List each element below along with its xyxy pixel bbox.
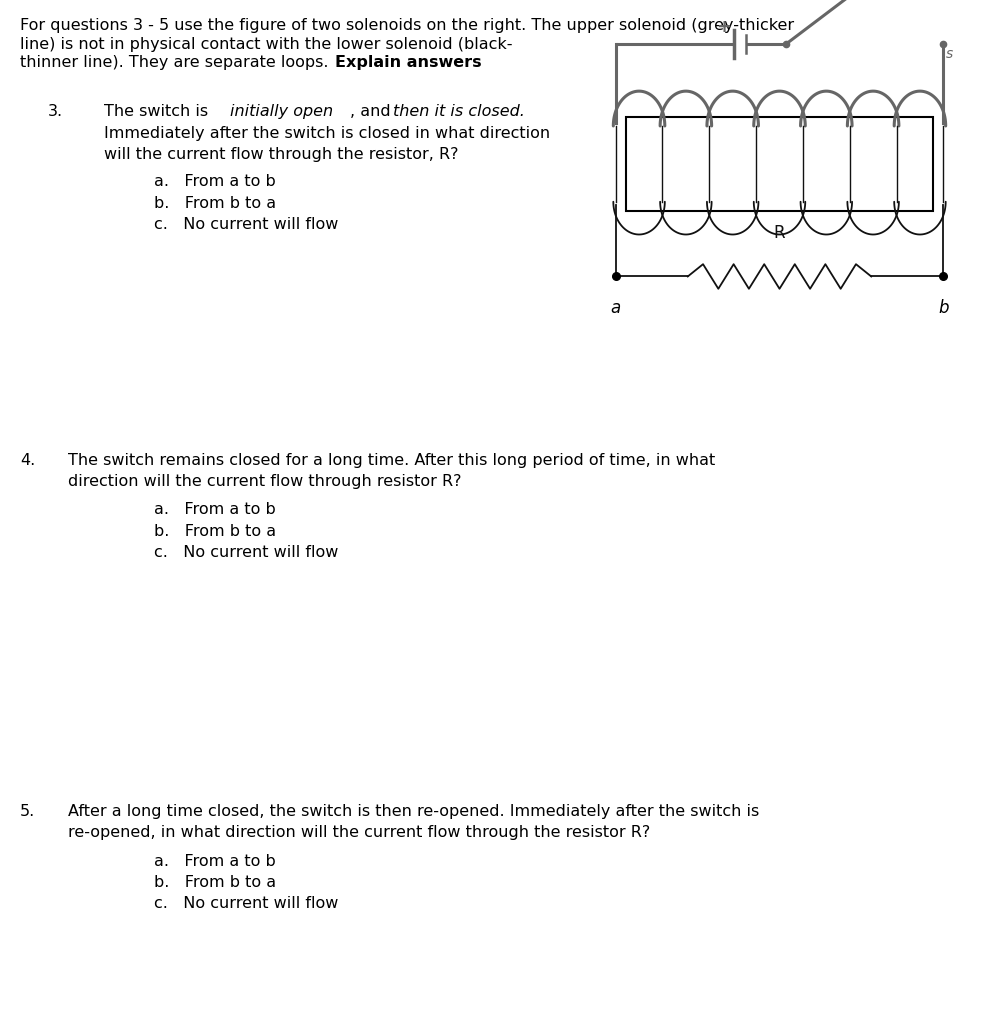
Text: b: b <box>938 299 948 317</box>
Text: R: R <box>774 223 785 242</box>
Text: 3.: 3. <box>48 104 63 120</box>
Text: 4.: 4. <box>20 453 35 468</box>
Text: initially open: initially open <box>230 104 334 120</box>
Text: , and: , and <box>350 104 395 120</box>
Text: 5.: 5. <box>20 804 35 819</box>
Text: c.   No current will flow: c. No current will flow <box>154 545 339 560</box>
Text: After a long time closed, the switch is then re-opened. Immediately after the sw: After a long time closed, the switch is … <box>68 804 759 819</box>
Text: c.   No current will flow: c. No current will flow <box>154 896 339 911</box>
Text: Explain answers: Explain answers <box>335 55 482 71</box>
Text: a.   From a to b: a. From a to b <box>154 854 276 868</box>
Text: a.   From a to b: a. From a to b <box>154 174 276 189</box>
Text: b.   From b to a: b. From b to a <box>154 874 276 890</box>
Text: line) is not in physical contact with the lower solenoid (black-: line) is not in physical contact with th… <box>20 37 512 52</box>
Text: re-opened, in what direction will the current flow through the resistor R?: re-opened, in what direction will the cu… <box>68 825 649 840</box>
Text: Immediately after the switch is closed in what direction: Immediately after the switch is closed i… <box>104 126 550 140</box>
Text: s: s <box>946 47 953 61</box>
Text: b.   From b to a: b. From b to a <box>154 196 276 211</box>
Text: b.   From b to a: b. From b to a <box>154 523 276 539</box>
Text: direction will the current flow through resistor R?: direction will the current flow through … <box>68 474 461 488</box>
Text: a: a <box>611 299 621 317</box>
Text: c.   No current will flow: c. No current will flow <box>154 217 339 231</box>
Text: a.   From a to b: a. From a to b <box>154 503 276 517</box>
Text: then it is closed.: then it is closed. <box>393 104 525 120</box>
Text: The switch is: The switch is <box>104 104 213 120</box>
Text: +: + <box>716 17 732 36</box>
Bar <box>626 117 933 211</box>
Text: will the current flow through the resistor, R?: will the current flow through the resist… <box>104 146 459 162</box>
Text: The switch remains closed for a long time. After this long period of time, in wh: The switch remains closed for a long tim… <box>68 453 715 468</box>
Text: For questions 3 - 5 use the figure of two solenoids on the right. The upper sole: For questions 3 - 5 use the figure of tw… <box>20 18 794 34</box>
Text: thinner line). They are separate loops.: thinner line). They are separate loops. <box>20 55 334 71</box>
